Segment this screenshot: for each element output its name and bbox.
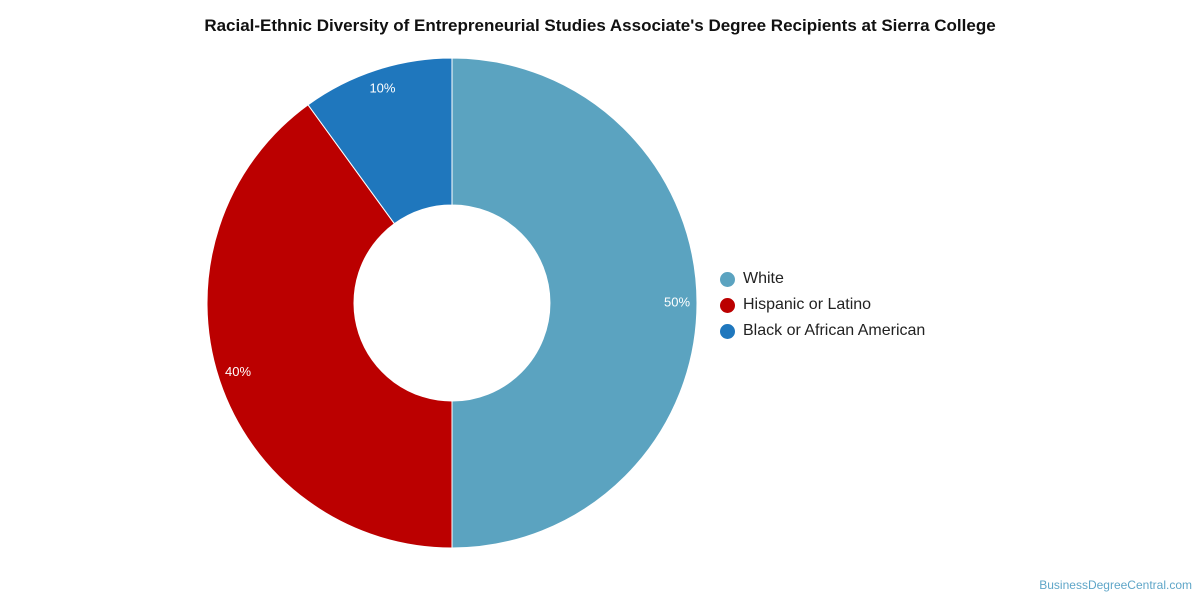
slice-label: 40% <box>225 364 251 379</box>
legend-label: Black or African American <box>743 322 926 339</box>
chart-title: Racial-Ethnic Diversity of Entrepreneuri… <box>204 16 996 35</box>
legend: White Hispanic or Latino Black or Africa… <box>720 266 925 344</box>
slice-label: 50% <box>664 294 690 309</box>
watermark-link[interactable]: BusinessDegreeCentral.com <box>1039 578 1192 592</box>
legend-item-white[interactable]: White <box>720 266 925 292</box>
slice-black-or-african-american[interactable] <box>307 57 453 225</box>
legend-label: Hispanic or Latino <box>743 296 872 313</box>
slice-label: 10% <box>369 80 395 95</box>
slice-labels: 50% 40% 10% <box>225 80 690 379</box>
legend-item-black-or-african-american[interactable]: Black or African American <box>720 318 925 344</box>
slice-hispanic-or-latino[interactable] <box>206 104 453 549</box>
legend-swatch <box>720 297 735 313</box>
legend-item-hispanic-or-latino[interactable]: Hispanic or Latino <box>720 292 925 318</box>
donut-slices <box>206 57 698 549</box>
slice-white[interactable] <box>451 57 698 549</box>
legend-swatch <box>720 323 735 339</box>
legend-swatch <box>720 271 735 287</box>
legend-label: White <box>743 270 784 287</box>
